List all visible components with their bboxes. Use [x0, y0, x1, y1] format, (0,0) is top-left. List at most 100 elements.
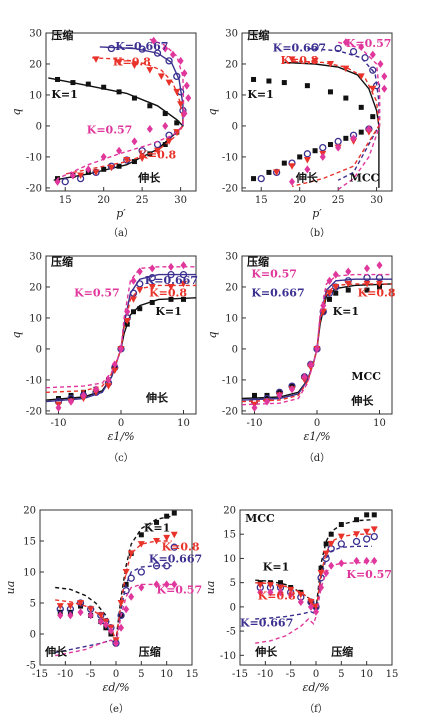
x-tick-label: 10	[160, 669, 173, 680]
data-point	[130, 276, 137, 285]
y-tick-label: -20	[26, 183, 42, 194]
annotation-label: K=1	[51, 88, 77, 101]
data-point	[364, 287, 370, 293]
x-tick-label: -10	[57, 669, 73, 680]
data-point	[101, 84, 107, 90]
data-point	[318, 583, 325, 592]
data-point	[180, 280, 187, 288]
x-tick-label: 15	[386, 669, 399, 680]
data-point	[328, 531, 334, 537]
data-point	[370, 532, 378, 541]
data-point	[116, 89, 122, 95]
data-point	[277, 588, 284, 597]
data-point	[349, 47, 358, 56]
data-point	[131, 95, 137, 101]
y-tick-label: -5	[26, 661, 36, 672]
y-tick-label: 0	[30, 630, 36, 641]
annotation-label: K=0.57	[251, 268, 297, 281]
data-point	[370, 114, 376, 120]
x-axis-label: p′	[312, 207, 322, 220]
annotation-label: 伸长	[44, 645, 68, 659]
data-point	[66, 603, 74, 610]
annotation-label: K=0.8	[149, 286, 187, 299]
series-K057	[54, 36, 192, 186]
data-point	[363, 556, 370, 565]
series-line	[55, 515, 172, 643]
data-point	[136, 280, 144, 288]
data-point	[381, 72, 388, 81]
data-point	[168, 262, 174, 271]
data-point	[264, 397, 270, 406]
data-point	[278, 580, 284, 586]
series-K0667	[61, 44, 187, 186]
y-tick-label: -10	[222, 375, 238, 386]
data-point	[173, 129, 181, 136]
data-point	[101, 166, 107, 172]
data-point	[318, 565, 324, 571]
panel-caption: （b）	[304, 227, 330, 239]
data-point	[93, 385, 99, 394]
data-point	[102, 620, 109, 629]
data-point	[165, 131, 173, 139]
annotation-label: 压缩	[247, 254, 269, 268]
data-point	[297, 154, 303, 160]
annotation-label: 压缩	[247, 28, 269, 42]
data-point	[138, 147, 146, 155]
annotation-label: K=0.8	[280, 54, 318, 67]
data-point	[131, 309, 136, 315]
data-point	[100, 152, 107, 161]
annotation-label: 压缩	[331, 644, 353, 658]
y-axis-label: ua	[204, 581, 217, 595]
series-K08	[273, 56, 380, 188]
data-point	[361, 54, 369, 62]
y-tick-label: -20	[222, 406, 238, 417]
data-point	[371, 512, 377, 518]
data-point	[326, 276, 333, 285]
series-line	[46, 266, 196, 389]
series-K057	[242, 261, 392, 412]
x-tick-label: 0	[314, 418, 320, 429]
annotation-label: 伸长	[137, 171, 161, 185]
data-point	[333, 290, 339, 296]
data-point	[337, 533, 345, 541]
data-point	[276, 391, 283, 400]
data-point	[338, 559, 345, 568]
annotation-label: 伸长	[295, 171, 319, 185]
data-point	[181, 69, 188, 78]
data-point	[307, 360, 314, 369]
data-point	[363, 280, 371, 288]
x-axis-label: εd/%	[302, 681, 329, 694]
data-point	[287, 586, 295, 594]
data-point	[252, 392, 257, 398]
data-point	[118, 623, 125, 632]
data-point	[357, 73, 365, 80]
data-point	[304, 83, 310, 89]
data-point	[327, 296, 332, 302]
y-tick-label: 0	[36, 344, 42, 355]
data-point	[342, 38, 349, 47]
y-tick-label: 0	[36, 121, 42, 132]
data-point	[371, 556, 378, 565]
series-line	[255, 519, 372, 612]
x-axis-label: εd/%	[102, 681, 129, 694]
data-point	[107, 626, 114, 635]
data-point	[320, 301, 327, 310]
annotation-label: K=0.667	[273, 42, 326, 55]
data-point	[287, 590, 294, 599]
data-point	[354, 517, 360, 523]
data-point	[337, 540, 345, 548]
data-point	[122, 569, 130, 576]
series-K057	[55, 580, 178, 657]
data-point	[153, 538, 161, 545]
chart-a: 15 20 25 30 -20 -10 0 10 20 30 p′ q （a） 压缩 K=0.667 K=0.…	[10, 28, 197, 239]
data-point	[352, 537, 361, 546]
data-point	[163, 534, 171, 542]
data-point	[327, 540, 335, 548]
data-point	[68, 397, 74, 406]
y-tick-label: 30	[29, 29, 42, 40]
data-point	[277, 584, 285, 591]
data-point	[304, 165, 311, 174]
data-point	[364, 264, 370, 273]
x-tick-label: 25	[136, 195, 149, 206]
y-tick-label: -10	[26, 152, 42, 163]
